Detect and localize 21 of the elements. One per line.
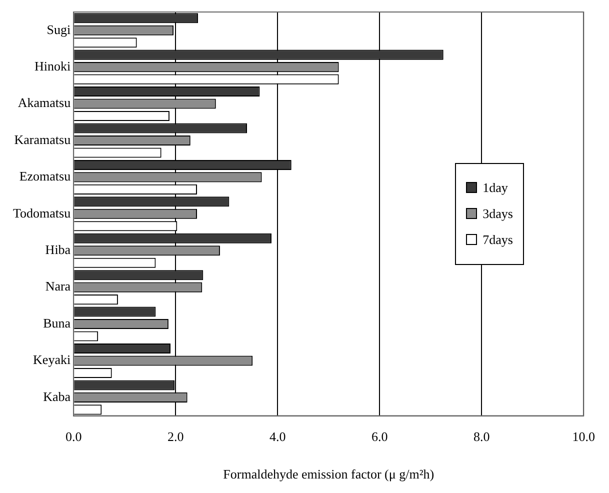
y-tick-label: Kaba — [43, 388, 71, 404]
x-tick-label: 0.0 — [65, 429, 82, 444]
x-tick-label: 6.0 — [371, 429, 388, 444]
legend-label: 1day — [482, 180, 508, 196]
y-tick-label: Ezomatsu — [19, 168, 72, 184]
y-tick-label: Karamatsu — [14, 132, 72, 147]
x-tick-label: 2.0 — [167, 429, 184, 444]
x-axis-title: Formaldehyde emission factor (μ g/m²h) — [223, 466, 434, 482]
y-tick-label: Buna — [43, 315, 71, 330]
x-tick-label: 10.0 — [572, 429, 595, 444]
x-tick-label: 8.0 — [473, 429, 490, 444]
y-tick-label: Keyaki — [33, 352, 71, 368]
y-tick-label: Sugi — [46, 22, 71, 37]
y-tick-label: Akamatsu — [18, 95, 72, 110]
y-tick-label: Hinoki — [34, 58, 71, 74]
legend-label: 3days — [482, 206, 513, 222]
y-tick-label: Todomatsu — [12, 205, 72, 220]
x-tick-label: 4.0 — [269, 429, 286, 444]
text: 7days — [482, 232, 513, 248]
y-tick-label: Nara — [45, 278, 71, 294]
y-tick-label: Hiba — [45, 242, 71, 258]
